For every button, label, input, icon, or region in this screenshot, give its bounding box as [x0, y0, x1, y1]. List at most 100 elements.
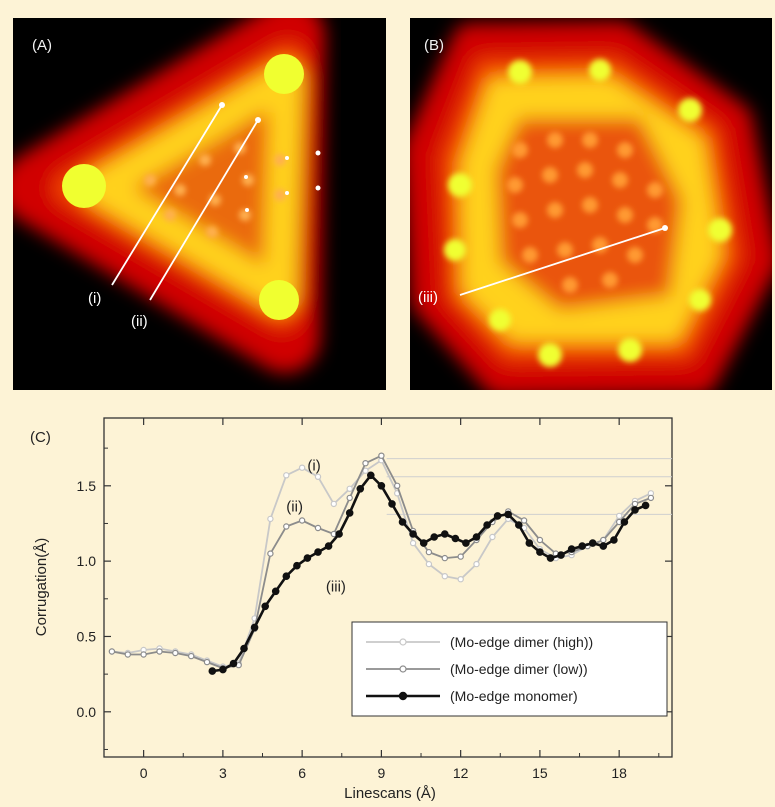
x-tick-label: 15 [532, 765, 548, 781]
data-point [219, 665, 227, 674]
legend-label: (Mo-edge monomer) [450, 688, 578, 704]
data-point [557, 551, 565, 559]
panel-b: (B) (iii) [410, 18, 772, 390]
x-tick-label: 3 [219, 765, 227, 781]
linescan-i-line [111, 104, 223, 286]
linescan-iii-label: (iii) [418, 289, 438, 306]
x-tick-label: 9 [377, 765, 385, 781]
data-point [616, 512, 623, 520]
data-point [472, 533, 481, 541]
data-point [398, 518, 407, 526]
data-point [578, 542, 587, 550]
data-point [451, 534, 460, 543]
linescan-ii-line [149, 119, 259, 301]
panel-a-bright-spots [62, 54, 304, 320]
data-point [335, 530, 343, 538]
data-point [208, 667, 217, 675]
y-tick-label: 1.5 [77, 478, 97, 494]
y-tick-label: 0.0 [77, 704, 97, 720]
data-point [641, 501, 650, 510]
y-axis: 0.0 0.5 1.0 1.5 [77, 447, 672, 750]
plot-frame [103, 417, 673, 758]
legend-item: (Mo-edge monomer) [366, 688, 578, 704]
linescan-ii-label: (ii) [131, 313, 148, 330]
x-tick-label: 12 [453, 765, 469, 781]
legend-label: (Mo-edge dimer (low)) [450, 661, 588, 677]
data-point [346, 485, 353, 492]
data-point [489, 533, 496, 541]
legend-label: (Mo-edge dimer (high)) [450, 634, 593, 650]
x-axis-label: Linescans (Å) [344, 785, 436, 802]
panel-b-atom-grid [507, 132, 663, 293]
linescan-iii-line [459, 227, 666, 296]
data-point [283, 523, 290, 530]
legend-item: (Mo-edge dimer (high)) [366, 634, 593, 650]
legend-item: (Mo-edge dimer (low)) [366, 661, 588, 677]
data-point [457, 553, 464, 560]
data-point [330, 500, 337, 508]
data-point [267, 515, 274, 523]
x-axis: 0 3 6 9 12 15 18 [103, 418, 660, 781]
panel-a: (A) (i) (ii) [13, 18, 386, 390]
data-point [229, 659, 238, 668]
data-point [377, 481, 386, 490]
data-point [394, 482, 401, 489]
data-point [493, 512, 502, 520]
data-point [631, 500, 639, 508]
data-point [366, 471, 375, 480]
data-point [441, 554, 448, 562]
data-point [441, 573, 448, 580]
curve-annotation: (iii) [326, 578, 346, 595]
data-point [314, 524, 322, 532]
data-point [124, 651, 132, 658]
data-point [520, 517, 528, 524]
legend-marker [399, 665, 407, 673]
data-point [647, 494, 655, 502]
data-point [409, 539, 417, 547]
data-point [140, 651, 147, 658]
panel-c-label: (C) [30, 429, 51, 446]
curve-annotation: (ii) [286, 498, 303, 515]
data-point [172, 649, 179, 657]
data-point [250, 623, 259, 632]
legend-marker [398, 691, 408, 701]
legend: (Mo-edge dimer (high)) (Mo-edge dimer (lo… [351, 621, 668, 717]
data-point [362, 460, 369, 467]
data-point [504, 510, 513, 519]
data-point [567, 545, 576, 553]
y-tick-label: 0.5 [77, 628, 97, 644]
legend-marker [399, 638, 407, 646]
data-point [525, 539, 534, 547]
data-point [425, 548, 433, 556]
data-point [599, 542, 608, 550]
x-tick-label: 6 [298, 765, 306, 781]
data-point [267, 550, 274, 557]
panel-b-bright-spots [444, 59, 732, 367]
data-point [536, 548, 544, 556]
data-point [303, 554, 312, 562]
y-tick-label: 1.0 [77, 553, 97, 569]
data-point [298, 517, 306, 524]
data-point [546, 554, 555, 562]
data-point [203, 658, 211, 666]
data-point [610, 536, 618, 544]
series-3 [208, 471, 650, 675]
data-point [600, 536, 607, 544]
curve-annotation: (i) [307, 458, 320, 475]
y-axis-label: Corrugation(Å) [33, 538, 50, 636]
data-point [345, 509, 354, 517]
x-tick-label: 18 [611, 765, 627, 781]
reference-lines [386, 458, 672, 515]
data-point [536, 536, 544, 544]
panel-a-label: (A) [32, 37, 52, 54]
data-point [293, 561, 301, 570]
data-point [620, 518, 629, 526]
data-point [261, 602, 270, 611]
data-point [514, 521, 523, 529]
data-point [483, 521, 491, 529]
data-point [440, 530, 449, 538]
data-point [356, 484, 365, 493]
series-layer [108, 452, 655, 675]
data-point [324, 542, 333, 550]
data-point [282, 572, 291, 581]
